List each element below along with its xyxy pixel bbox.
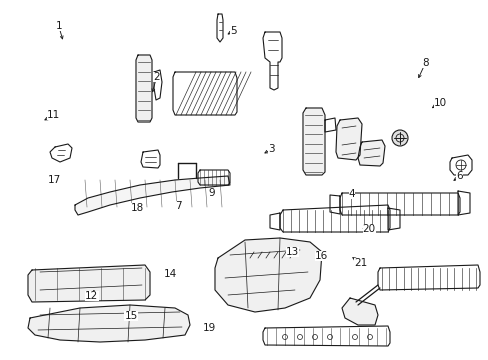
Text: 16: 16 bbox=[314, 251, 328, 261]
Circle shape bbox=[391, 130, 407, 146]
Text: 21: 21 bbox=[353, 258, 367, 268]
Text: 14: 14 bbox=[163, 269, 177, 279]
Polygon shape bbox=[335, 118, 361, 160]
Text: 3: 3 bbox=[267, 144, 274, 154]
Text: 10: 10 bbox=[433, 98, 446, 108]
Polygon shape bbox=[28, 265, 150, 302]
Text: 2: 2 bbox=[153, 72, 160, 82]
Polygon shape bbox=[357, 140, 384, 166]
Polygon shape bbox=[341, 298, 377, 325]
Text: 17: 17 bbox=[48, 175, 61, 185]
Polygon shape bbox=[198, 170, 229, 185]
Polygon shape bbox=[28, 305, 190, 342]
Polygon shape bbox=[75, 176, 229, 215]
Text: 5: 5 bbox=[230, 26, 237, 36]
Text: 1: 1 bbox=[55, 21, 62, 31]
Polygon shape bbox=[173, 72, 237, 115]
Polygon shape bbox=[377, 265, 479, 290]
Polygon shape bbox=[136, 55, 152, 122]
Text: 8: 8 bbox=[421, 58, 428, 68]
Text: 18: 18 bbox=[131, 203, 144, 213]
Polygon shape bbox=[280, 205, 389, 232]
Text: 9: 9 bbox=[207, 188, 214, 198]
Polygon shape bbox=[263, 326, 389, 346]
Text: 6: 6 bbox=[455, 171, 462, 181]
Polygon shape bbox=[339, 193, 459, 215]
Polygon shape bbox=[303, 108, 325, 175]
Text: 20: 20 bbox=[362, 224, 375, 234]
Text: 7: 7 bbox=[175, 201, 182, 211]
Text: 12: 12 bbox=[85, 291, 99, 301]
Text: 4: 4 bbox=[348, 189, 355, 199]
Polygon shape bbox=[215, 238, 321, 312]
Text: 15: 15 bbox=[124, 311, 138, 321]
Text: 19: 19 bbox=[202, 323, 216, 333]
Text: 13: 13 bbox=[285, 247, 299, 257]
Text: 11: 11 bbox=[47, 110, 61, 120]
